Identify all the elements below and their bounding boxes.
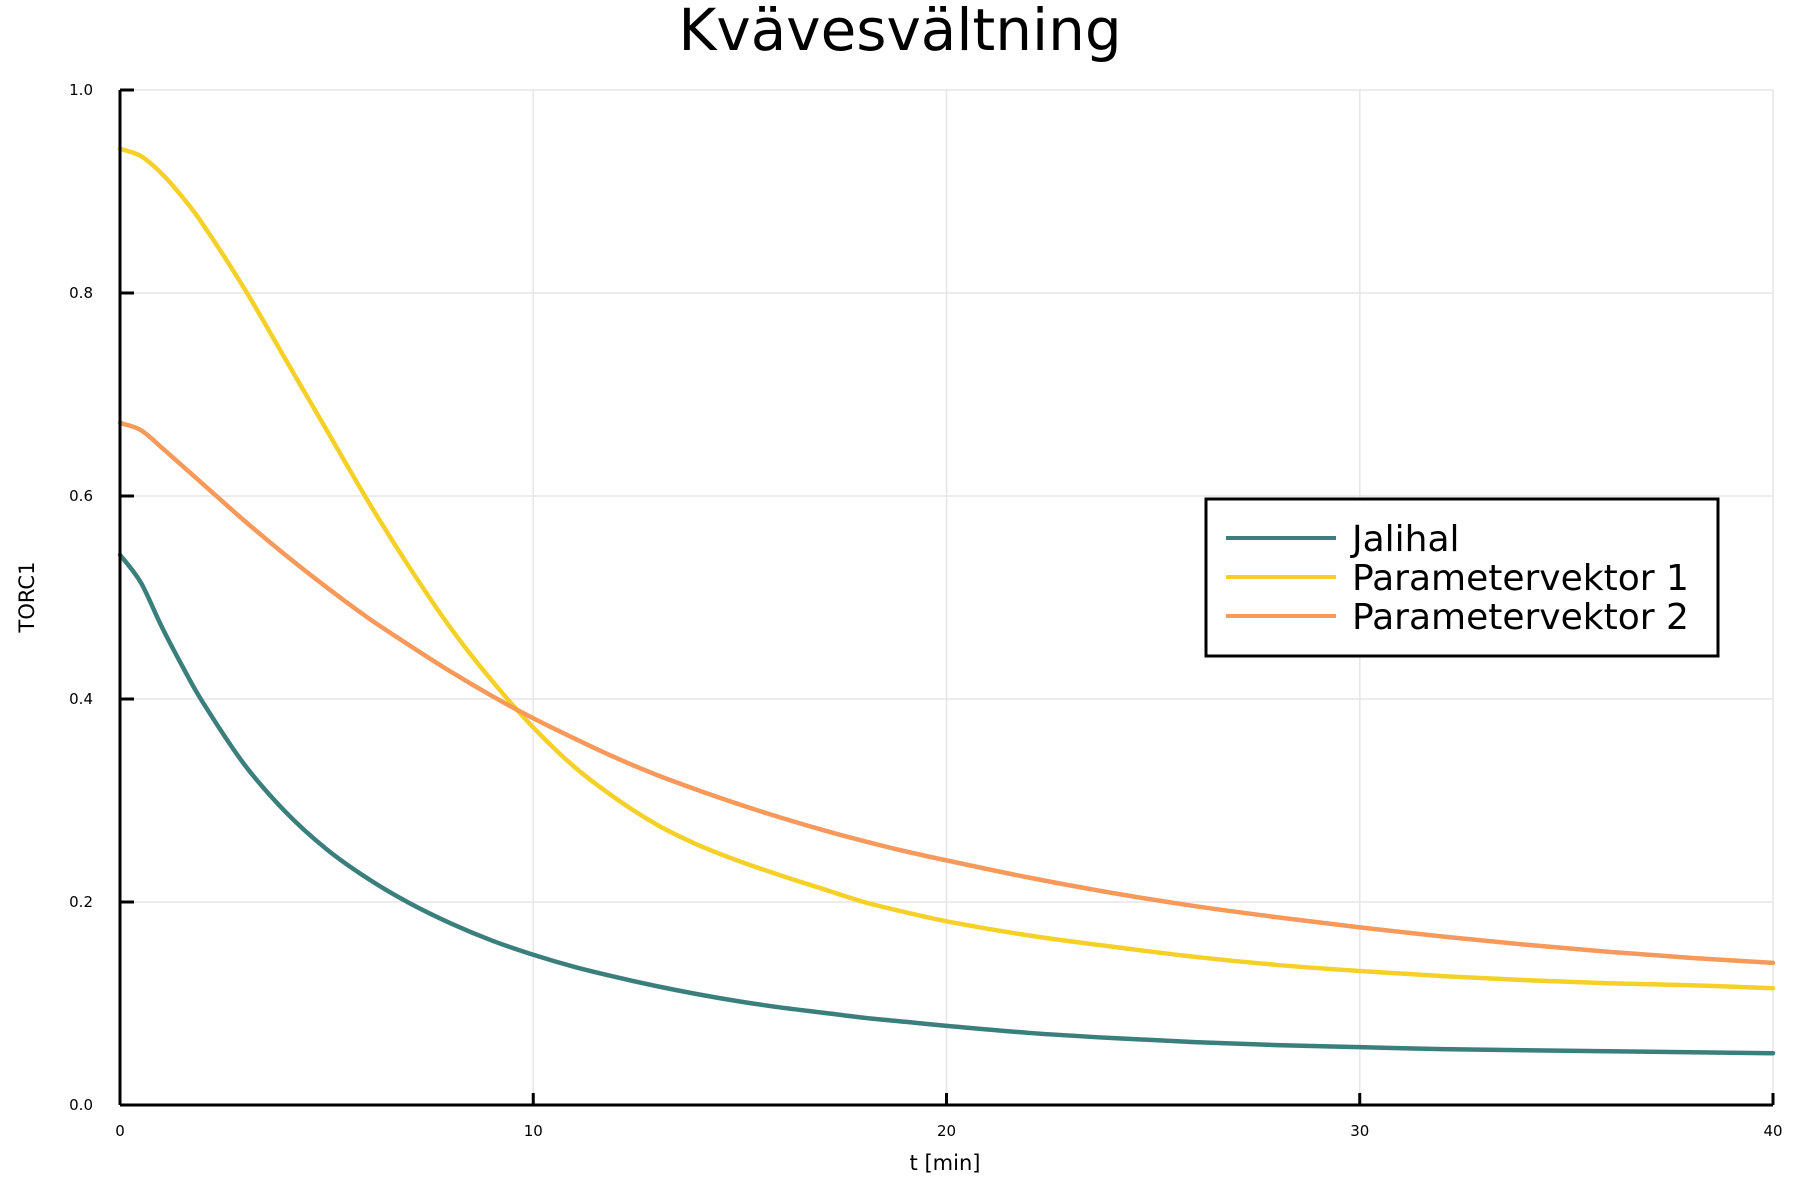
y-tick-label: 0.8	[69, 284, 93, 302]
series-lines	[117, 146, 1776, 1056]
axes	[118, 88, 1775, 1107]
y-axis-title: TORC1	[15, 562, 39, 634]
y-tick-label: 0.2	[69, 893, 93, 911]
y-tick-label: 0.6	[69, 487, 93, 505]
legend-label: Jalihal	[1350, 519, 1460, 560]
y-tick-label: 0.0	[69, 1096, 93, 1114]
x-tick-label: 20	[937, 1122, 956, 1140]
chart-title: Kvävesvältning	[678, 0, 1121, 64]
grid	[120, 89, 1774, 1105]
legend-label: Parametervektor 2	[1352, 597, 1689, 638]
tick-labels: 0 10 20 30 40 0.0 0.2 0.4 0.6 0.8 1.0	[69, 81, 1782, 1140]
x-tick-label: 10	[524, 1122, 543, 1140]
series-line-1	[117, 552, 1776, 1056]
x-tick-label: 30	[1350, 1122, 1369, 1140]
series-line-3	[117, 420, 1776, 966]
legend-box	[1204, 497, 1720, 658]
y-tick-label: 0.4	[69, 690, 93, 708]
x-tick-label: 40	[1763, 1122, 1782, 1140]
legend-label: Parametervektor 1	[1352, 558, 1689, 599]
x-axis-title: t [min]	[910, 1151, 981, 1175]
x-tick-label: 0	[115, 1122, 125, 1140]
y-tick-label: 1.0	[69, 81, 93, 99]
series-line-2	[117, 146, 1776, 991]
